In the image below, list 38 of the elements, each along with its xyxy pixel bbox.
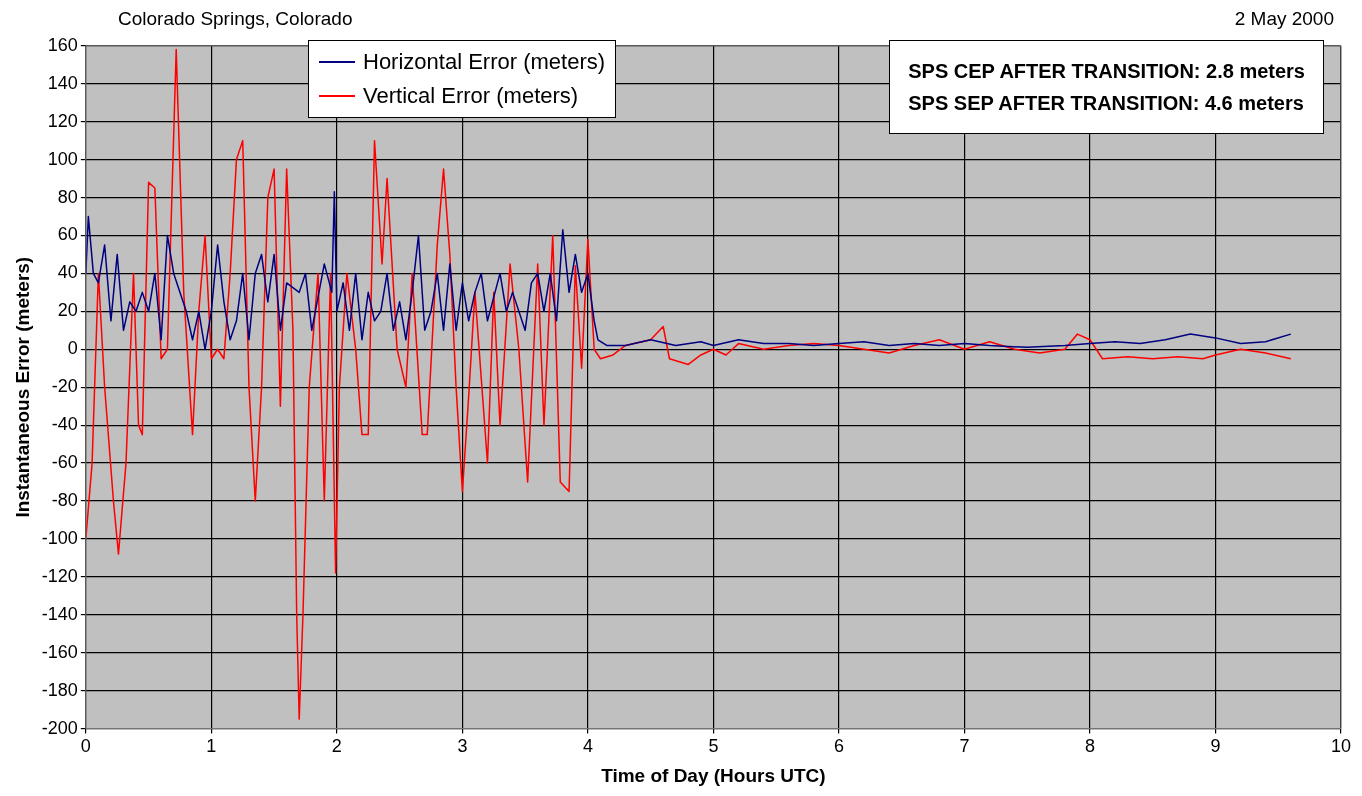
- x-tick-label: 5: [708, 736, 719, 757]
- y-tick-label: -100: [41, 527, 78, 548]
- y-tick-label: -80: [51, 489, 78, 510]
- annotation: SPS SEP AFTER TRANSITION: 4.6 meters: [908, 91, 1305, 116]
- y-tick-label: -140: [41, 603, 78, 624]
- x-tick-label: 2: [331, 736, 342, 757]
- y-tick-label: -160: [41, 641, 78, 662]
- x-tick-label: 6: [833, 736, 844, 757]
- x-tick-label: 3: [457, 736, 468, 757]
- y-tick-label: 60: [57, 224, 78, 245]
- y-tick-label: 160: [47, 34, 78, 55]
- y-tick-label: -60: [51, 452, 78, 473]
- y-tick-label: 140: [47, 72, 78, 93]
- x-tick-label: 1: [206, 736, 217, 757]
- y-tick-label: -40: [51, 414, 78, 435]
- y-tick-label: -120: [41, 565, 78, 586]
- chart-title: Colorado Springs, Colorado: [118, 8, 353, 31]
- annotation: SPS CEP AFTER TRANSITION: 2.8 meters: [908, 59, 1305, 84]
- x-tick-label: 10: [1330, 736, 1351, 757]
- legend-label: Vertical Error (meters): [363, 83, 579, 109]
- chart-subtitle: 2 May 2000: [1234, 8, 1334, 31]
- y-tick-label: 100: [47, 148, 78, 169]
- y-tick-label: -200: [41, 717, 78, 738]
- x-tick-label: 8: [1084, 736, 1095, 757]
- x-axis-title: Time of Day (Hours UTC): [601, 764, 826, 786]
- x-tick-label: 0: [80, 736, 91, 757]
- y-tick-label: 20: [57, 300, 78, 321]
- y-tick-label: 120: [47, 110, 78, 131]
- y-tick-label: -20: [51, 376, 78, 397]
- x-tick-label: 9: [1210, 736, 1221, 757]
- y-tick-label: 0: [67, 338, 78, 359]
- y-axis-title: Instantaneous Error (meters): [11, 256, 33, 518]
- x-tick-label: 7: [959, 736, 970, 757]
- y-tick-label: 80: [57, 186, 78, 207]
- legend-label: Horizontal Error (meters): [363, 49, 606, 75]
- y-tick-label: 40: [57, 262, 78, 283]
- x-tick-label: 4: [582, 736, 593, 757]
- y-tick-label: -180: [41, 679, 78, 700]
